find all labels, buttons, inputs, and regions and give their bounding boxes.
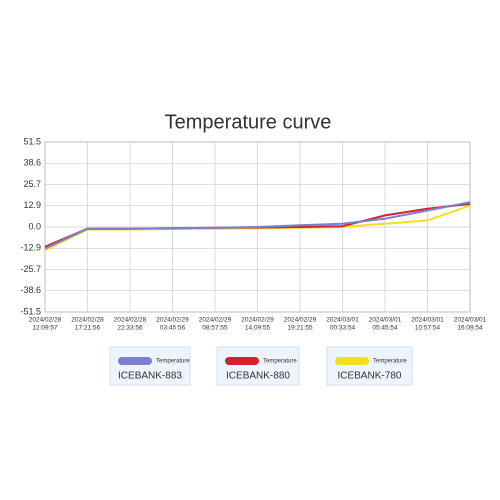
legend-sublabel: Temperature: [263, 359, 297, 365]
x-tick-label: 12:09:57: [32, 325, 58, 332]
y-tick-label: -51.5: [20, 306, 41, 316]
y-tick-label: -12.9: [20, 243, 41, 253]
y-tick-label: 12.9: [23, 200, 41, 210]
x-tick-label: 14:09:55: [245, 325, 271, 332]
x-tick-label: 2024/02/28: [114, 317, 147, 324]
y-tick-label: -25.7: [20, 264, 41, 274]
legend-label: ICEBANK-880: [226, 371, 290, 382]
x-tick-label: 03:45:56: [160, 325, 186, 332]
legend-sublabel: Temperature: [373, 359, 407, 365]
x-tick-label: 17:21:56: [75, 325, 101, 332]
x-tick-label: 08:57:55: [202, 325, 228, 332]
x-tick-label: 2024/03/01: [369, 317, 402, 324]
x-tick-label: 2024/02/28: [71, 317, 104, 324]
legend-swatch: [335, 357, 369, 365]
legend-box: [216, 346, 300, 386]
y-tick-label: 0.0: [28, 221, 41, 231]
x-tick-label: 19:21:55: [287, 325, 313, 332]
legend-item: Temperature ICEBANK-780: [326, 346, 413, 386]
x-tick-label: 00:33:54: [330, 325, 356, 332]
chart-title: Temperature curve: [165, 111, 332, 133]
legend-box: [326, 346, 413, 386]
x-tick-label: 2024/02/29: [156, 317, 189, 324]
x-tick-label: 2024/02/28: [29, 317, 62, 324]
legend-swatch: [118, 357, 152, 365]
legend-sublabel: Temperature: [156, 359, 190, 365]
legend-item: Temperature ICEBANK-883: [109, 346, 191, 386]
series-line: [44, 201, 471, 250]
legend-label: ICEBANK-780: [338, 371, 402, 382]
y-tick-label: 25.7: [23, 179, 41, 189]
x-tick-label: 2024/03/01: [326, 317, 359, 324]
legend-item: Temperature ICEBANK-880: [216, 346, 300, 386]
x-tick-label: 2024/02/29: [241, 317, 274, 324]
x-tick-label: 16:09:54: [457, 325, 483, 332]
x-tick-label: 10:57:54: [415, 325, 441, 332]
x-tick-label: 2024/02/29: [284, 317, 317, 324]
legend-label: ICEBANK-883: [118, 371, 182, 382]
legend-swatch: [225, 357, 259, 365]
x-tick-label: 22:33:56: [117, 325, 143, 332]
legend-box: [109, 346, 191, 386]
y-tick-label: -38.6: [20, 285, 41, 295]
x-tick-label: 2024/03/01: [454, 317, 487, 324]
x-tick-label: 05:45:54: [372, 325, 398, 332]
y-tick-label: 51.5: [23, 136, 41, 146]
x-tick-label: 2024/03/01: [411, 317, 444, 324]
x-tick-label: 2024/02/29: [199, 317, 232, 324]
y-tick-label: 38.6: [23, 158, 41, 168]
